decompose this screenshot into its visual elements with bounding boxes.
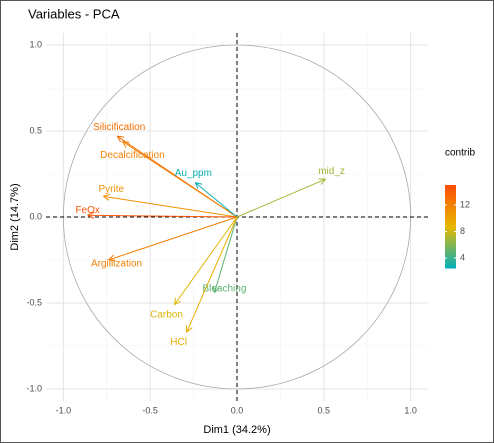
arrow-head <box>116 135 122 143</box>
colorbar-segment <box>445 214 456 217</box>
colorbar-segment <box>445 199 456 203</box>
colorbar-segment <box>445 265 456 269</box>
arrow-head <box>117 135 125 138</box>
colorbar-segment <box>445 259 456 263</box>
colorbar-segment <box>445 228 456 232</box>
arrow-head <box>195 182 203 185</box>
x-tick-label: 1.0 <box>404 405 417 415</box>
colorbar-segment <box>445 230 456 234</box>
colorbar-segment <box>445 226 456 230</box>
x-axis-label: Dim1 (34.2%) <box>203 424 270 436</box>
variable-arrow <box>87 214 238 218</box>
variable-arrow <box>174 216 238 305</box>
variable-label: Au_ppm <box>175 168 212 179</box>
variable-arrow <box>103 195 238 218</box>
arrow-head <box>214 287 220 294</box>
variable-label: Argillization <box>91 259 142 270</box>
x-tick-label: 0.0 <box>231 405 244 415</box>
colorbar-segment <box>445 189 456 192</box>
variable-label: HCl <box>170 337 187 348</box>
arrow-head <box>108 254 114 261</box>
variable-arrow <box>122 140 238 218</box>
colorbar-segment <box>445 209 456 213</box>
colorbar-segment <box>445 216 456 219</box>
colorbar-segment <box>445 220 456 223</box>
legend-tick-label: 4 <box>460 252 465 262</box>
variable-label: Bleaching <box>202 283 246 294</box>
legend-tick-label: 8 <box>460 226 465 236</box>
y-axis-label: Dim2 (14.7%) <box>9 183 21 250</box>
colorbar-segment <box>445 245 456 248</box>
variable-label: Silicification <box>93 122 145 133</box>
arrow-head <box>87 214 95 219</box>
colorbar-segment <box>445 243 456 246</box>
colorbar-segment <box>445 218 456 221</box>
arrow-head <box>122 140 130 143</box>
colorbar-segment <box>445 257 456 261</box>
y-tick-label: -0.5 <box>26 297 42 307</box>
y-tick-label: 1.0 <box>29 39 42 49</box>
variable-arrow <box>213 216 238 293</box>
colorbar-segment <box>445 232 456 236</box>
arrow-head <box>212 285 215 293</box>
arrow-head <box>121 141 127 148</box>
colorbar-segment <box>445 185 456 188</box>
colorbar-segment <box>445 253 456 257</box>
colorbar-segment <box>445 203 456 207</box>
colorbar-segment <box>445 222 456 225</box>
arrow-head <box>194 182 199 190</box>
arrow-head <box>103 195 110 201</box>
colorbar-segment <box>445 263 456 267</box>
colorbar-segment <box>445 195 456 198</box>
arrow-head <box>186 327 193 333</box>
colorbar-segment <box>445 193 456 196</box>
colorbar-segment <box>445 197 456 201</box>
colorbar-segment <box>445 211 456 215</box>
arrow-head <box>103 193 111 197</box>
colorbar-segment <box>445 201 456 205</box>
colorbar-segment <box>445 247 456 250</box>
chart-title: Variables - PCA <box>28 6 120 21</box>
legend-title: contrib <box>445 148 475 159</box>
legend-tick-label: 12 <box>460 199 470 209</box>
colorbar-segment <box>445 207 456 211</box>
variable-label: Decalcification <box>100 150 164 161</box>
variable-label: Pyrite <box>99 184 125 195</box>
x-tick-label: -1.0 <box>56 405 72 415</box>
variable-arrow <box>236 178 326 218</box>
colorbar-segment <box>445 261 456 265</box>
x-tick-label: -0.5 <box>142 405 158 415</box>
colorbar-segment <box>445 236 456 240</box>
colorbar-segment <box>445 224 456 227</box>
colorbar-segment <box>445 187 456 190</box>
variable-arrow <box>195 182 238 218</box>
y-tick-label: 0.5 <box>29 125 42 135</box>
colorbar-segment <box>445 251 456 254</box>
y-tick-label: -1.0 <box>26 383 42 393</box>
arrow-head <box>108 259 116 262</box>
colorbar-segment <box>445 205 456 209</box>
colorbar-segment <box>445 238 456 242</box>
colorbar-segment <box>445 241 456 244</box>
y-tick-label: 0.0 <box>29 211 42 221</box>
variable-label: FeOx <box>75 205 99 216</box>
arrow-head <box>320 178 326 185</box>
variable-arrow <box>108 216 238 261</box>
arrow-head <box>173 297 177 305</box>
variable-arrow <box>186 216 238 333</box>
variable-label: Carbon <box>150 309 183 320</box>
colorbar-segment <box>445 191 456 194</box>
colorbar-segment <box>445 234 456 238</box>
colorbar-segment <box>445 255 456 259</box>
variable-label: mid_z <box>318 166 345 177</box>
colorbar-segment <box>445 249 456 252</box>
arrow-head <box>174 300 181 306</box>
x-tick-label: 0.5 <box>318 405 331 415</box>
arrow-head <box>87 211 95 216</box>
